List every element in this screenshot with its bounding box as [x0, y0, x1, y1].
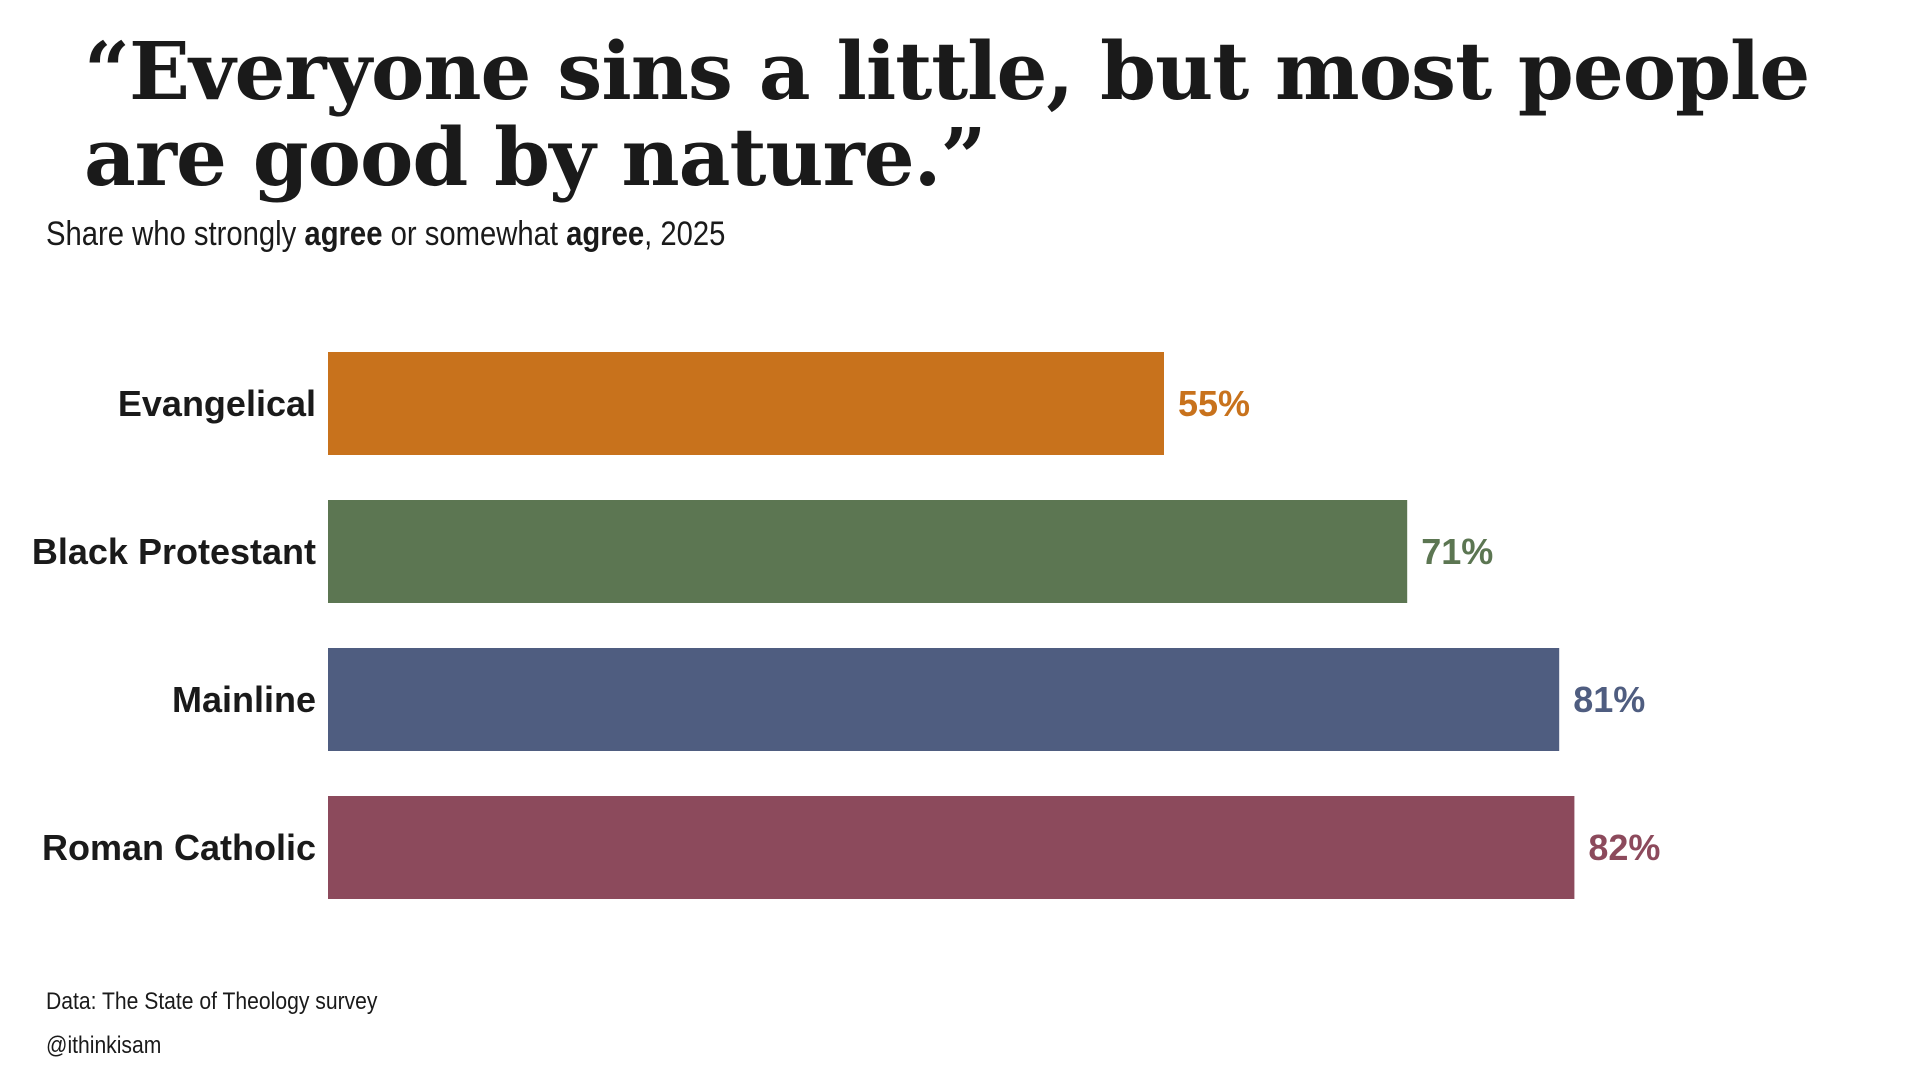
subtitle-part: agree	[304, 215, 383, 253]
category-label: Roman Catholic	[42, 827, 316, 868]
bar-evangelical	[328, 352, 1164, 455]
data-source: Data: The State of Theology survey	[46, 988, 378, 1015]
value-label: 82%	[1588, 827, 1660, 868]
value-label: 55%	[1178, 383, 1250, 424]
chart-title: “Everyone sins a little, but most people…	[84, 24, 1810, 204]
value-label: 71%	[1421, 531, 1493, 572]
subtitle-part: , 2025	[644, 215, 726, 253]
category-label: Black Protestant	[32, 531, 316, 572]
value-label: 81%	[1573, 679, 1645, 720]
category-label: Mainline	[172, 679, 316, 720]
bar-black-protestant	[328, 500, 1408, 603]
subtitle-part: Share who strongly	[46, 215, 305, 253]
author-credit: @ithinkisam	[46, 1032, 162, 1059]
subtitle-part: or somewhat	[382, 215, 567, 253]
subtitle-part: agree	[566, 215, 645, 253]
category-label: Evangelical	[118, 383, 316, 424]
bar-roman-catholic	[328, 796, 1575, 899]
bar-mainline	[328, 648, 1560, 751]
chart-subtitle: Share who strongly agree or somewhat agr…	[46, 212, 725, 256]
